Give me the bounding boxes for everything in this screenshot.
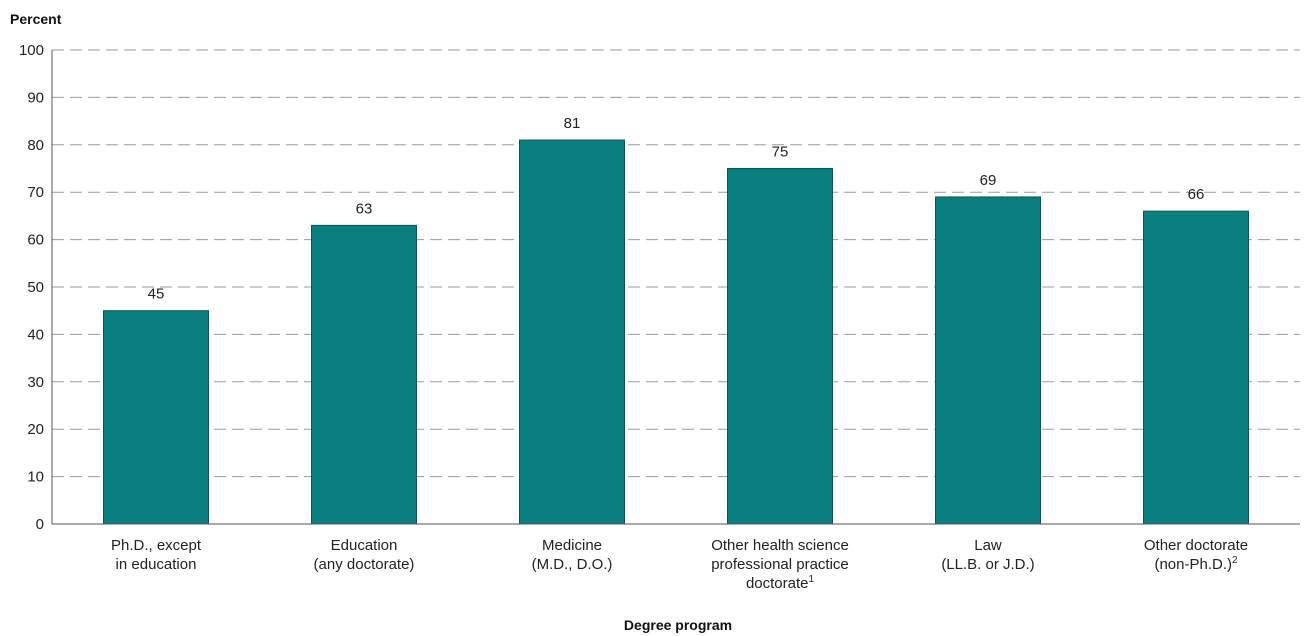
x-axis-title: Degree program <box>624 617 732 633</box>
bar-value-label: 81 <box>564 115 581 132</box>
bar <box>311 224 417 525</box>
y-tick-label: 90 <box>27 89 44 106</box>
bar <box>103 310 209 525</box>
value-labels: 45 63 81 75 69 66 <box>148 115 1205 303</box>
y-tick-label: 80 <box>27 137 44 154</box>
y-tick-label: 0 <box>36 516 44 533</box>
bar-value-label: 45 <box>148 286 165 303</box>
y-tick-label: 60 <box>27 232 44 249</box>
y-tick-label: 20 <box>27 421 44 438</box>
gridlines <box>52 49 1300 478</box>
bar <box>1143 210 1249 525</box>
y-tick-label: 30 <box>27 374 44 391</box>
bar <box>519 139 625 525</box>
category-label: Other health science professional practic… <box>711 537 849 592</box>
bar <box>935 196 1041 525</box>
category-labels: Ph.D., except in education Education (any d… <box>111 537 1248 592</box>
bar <box>727 168 833 525</box>
y-tick-label: 100 <box>19 42 44 59</box>
y-axis-ticks: 0 10 20 30 40 50 60 70 80 90 100 <box>19 42 44 533</box>
category-label: Ph.D., except in education <box>111 537 202 573</box>
y-tick-label: 70 <box>27 184 44 201</box>
category-label: Law (LL.B. or J.D.) <box>941 537 1034 573</box>
axes <box>51 50 1300 525</box>
bar-value-label: 66 <box>1188 186 1205 203</box>
y-tick-label: 50 <box>27 279 44 296</box>
category-label: Education (any doctorate) <box>314 537 415 573</box>
bar-value-label: 75 <box>772 144 789 161</box>
category-label: Medicine (M.D., D.O.) <box>532 537 613 573</box>
bars <box>103 139 1249 525</box>
bar-value-label: 63 <box>356 200 373 217</box>
y-axis-title: Percent <box>10 11 62 27</box>
category-label: Other doctorate (non-Ph.D.)2 <box>1144 537 1248 573</box>
bar-value-label: 69 <box>980 172 997 189</box>
y-tick-label: 40 <box>27 326 44 343</box>
y-tick-label: 10 <box>27 469 44 486</box>
